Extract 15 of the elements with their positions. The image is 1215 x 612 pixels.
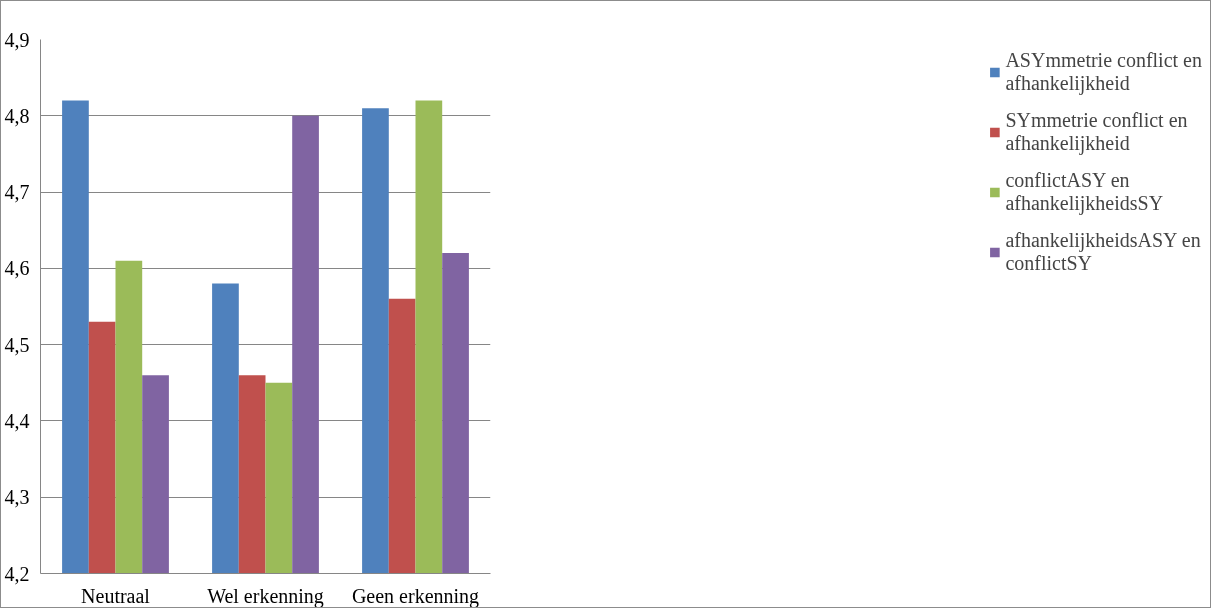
legend-label: conflictASY en afhankelijkheidsSY (1005, 169, 1164, 215)
y-tick-label: 4,6 (4, 257, 30, 280)
x-tick-label: Wel erkenning (207, 584, 324, 608)
legend-label: SYmmetrie conflict en afhankelijkheid (1005, 109, 1188, 155)
y-tick-label: 4,5 (4, 333, 30, 356)
y-tick-label: 4,2 (4, 562, 30, 585)
y-tick-label: 4,4 (4, 409, 30, 432)
y-tick-label: 4,7 (4, 181, 30, 204)
y-tick-label: 4,3 (4, 486, 30, 509)
y-tick-label: 4,8 (4, 104, 30, 127)
x-tick-label: Geen erkenning (351, 584, 480, 608)
y-tick-label: 4,9 (4, 28, 30, 51)
legend-label: afhankelijkheidsASY en conflictSY (1005, 229, 1201, 275)
legend-label: ASYmmetrie conflict en afhankelijkheid (1005, 49, 1202, 95)
x-tick-label: Neutraal (81, 584, 151, 607)
